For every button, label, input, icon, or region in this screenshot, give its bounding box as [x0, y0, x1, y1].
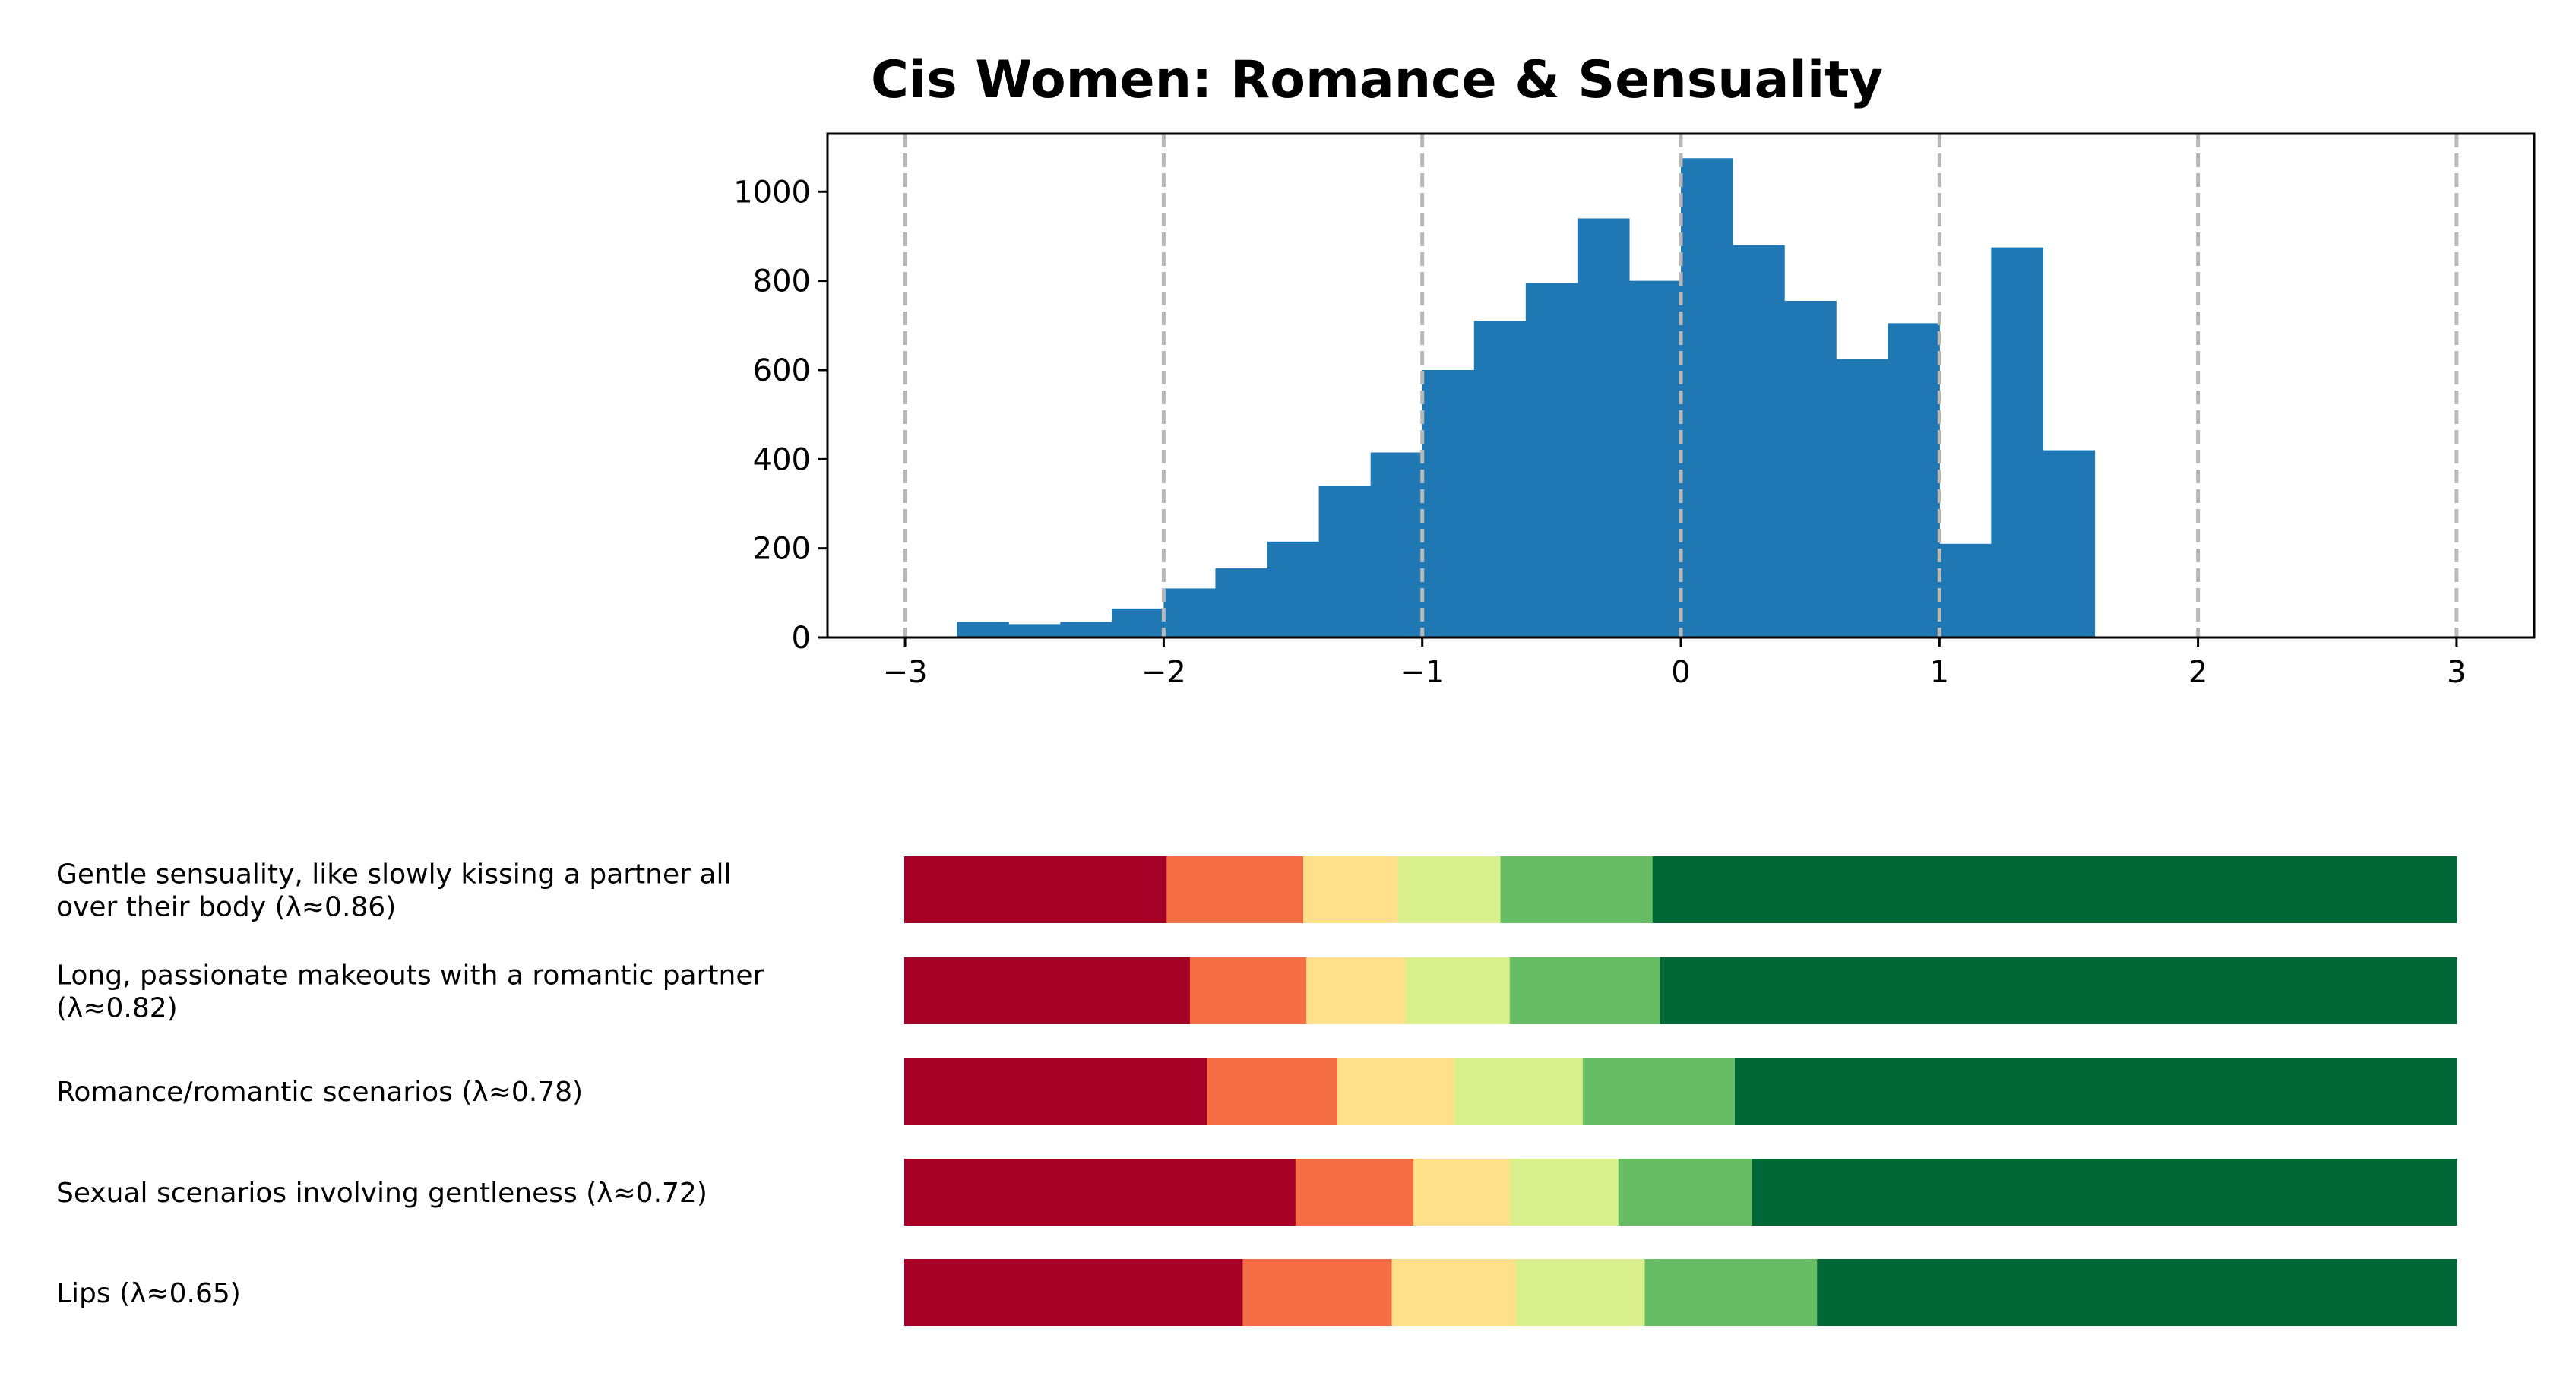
histogram-x-axis: −3 −2 −1 0 1 2 3	[883, 637, 2467, 690]
histogram-bar	[1991, 247, 2044, 637]
stacked-bar-segment	[904, 1259, 1243, 1326]
stacked-bar-segment	[1303, 856, 1399, 923]
histogram-bar	[1473, 321, 1527, 637]
histogram-bar	[957, 622, 1009, 637]
histogram-bar	[1681, 158, 1733, 637]
stacked-bar-segment	[1189, 957, 1307, 1024]
stacked-bar-label: Sexual scenarios involving gentleness (λ…	[56, 1178, 707, 1209]
histogram-bar	[2043, 450, 2096, 637]
histogram-bar	[1060, 622, 1112, 637]
histogram-bar	[1836, 359, 1888, 637]
stacked-bar-segment	[1660, 957, 2457, 1024]
stacked-bar-row	[904, 1259, 2457, 1326]
stacked-bar-label: Long, passionate makeouts with a romanti…	[56, 960, 764, 1024]
histogram-bar	[1784, 301, 1837, 637]
histogram-y-axis: 0 200 400 600 800 1000	[733, 175, 828, 656]
stacked-bar-segment	[1454, 1058, 1584, 1125]
histogram-bar	[1628, 280, 1682, 637]
stacked-bar-segment	[904, 1058, 1207, 1125]
histogram-bar	[1370, 452, 1423, 637]
y-tick-label: 200	[753, 532, 811, 567]
stacked-bar-segment	[1515, 1259, 1646, 1326]
x-tick-label: 1	[1930, 655, 1949, 690]
histogram-bar	[1422, 369, 1475, 637]
y-tick-label: 1000	[733, 175, 811, 210]
histogram-gridlines	[903, 134, 2459, 637]
stacked-bar-segment	[1509, 1159, 1619, 1226]
stacked-bar-segment	[1509, 957, 1661, 1024]
stacked-bar-label: Lips (λ≈0.65)	[56, 1278, 241, 1309]
stacked-bar-row	[904, 856, 2457, 923]
stacked-bar-row	[904, 957, 2457, 1024]
stacked-bar-label: Gentle sensuality, like slowly kissing a…	[56, 859, 731, 923]
histogram-bar	[1939, 543, 1992, 637]
stacked-bar-segment	[1735, 1058, 2457, 1125]
histogram-bar	[1318, 486, 1372, 637]
histogram-bar	[1267, 541, 1320, 637]
stacked-bar-segment	[1391, 1259, 1517, 1326]
stacked-bar-segment	[1306, 957, 1407, 1024]
stacked-bar-segment	[904, 957, 1191, 1024]
stacked-bar-label: Romance/romantic scenarios (λ≈0.78)	[56, 1077, 583, 1108]
stacked-bar-segment	[1413, 1159, 1511, 1226]
histogram-bar	[1733, 245, 1785, 637]
y-tick-label: 600	[753, 353, 811, 388]
stacked-bar-segment	[1500, 856, 1654, 923]
stacked-bar-segment	[1644, 1259, 1818, 1326]
histogram-bar	[1577, 218, 1630, 638]
histogram-bar	[1008, 624, 1061, 637]
stacked-bar-segment	[1817, 1259, 2457, 1326]
stacked-bar-segment	[1242, 1259, 1393, 1326]
stacked-bar-segment	[1337, 1058, 1454, 1125]
stacked-bar-segment	[1582, 1058, 1736, 1125]
y-tick-label: 800	[753, 264, 811, 299]
stacked-bar-row	[904, 1058, 2457, 1125]
histogram-bar	[1888, 323, 1940, 637]
stacked-bar-segment	[1405, 957, 1511, 1024]
stacked-bar-segment	[1752, 1159, 2457, 1226]
x-tick-label: −2	[1141, 655, 1186, 690]
histogram-title: Cis Women: Romance & Sensuality	[871, 50, 1883, 110]
stacked-bar-labels: Gentle sensuality, like slowly kissing a…	[56, 859, 764, 1310]
histogram-bar	[1112, 608, 1164, 637]
stacked-bar-segment	[1207, 1058, 1338, 1125]
stacked-bar-segment	[1618, 1159, 1753, 1226]
stacked-bar-segment	[904, 856, 1167, 923]
x-tick-label: −3	[883, 655, 928, 690]
stacked-bar-segment	[1652, 856, 2457, 923]
stacked-bar-rows	[904, 856, 2457, 1326]
y-tick-label: 0	[792, 621, 811, 656]
histogram-bar	[1215, 568, 1268, 637]
x-tick-label: 2	[2188, 655, 2207, 690]
histogram-bars	[957, 158, 2096, 638]
stacked-bar-segment	[1166, 856, 1304, 923]
stacked-bar-segment	[1295, 1159, 1414, 1226]
x-tick-label: 3	[2447, 655, 2466, 690]
stacked-bar-segment	[904, 1159, 1296, 1226]
x-tick-label: −1	[1400, 655, 1445, 690]
histogram-bar	[1525, 283, 1578, 637]
stacked-bar-segment	[1397, 856, 1502, 923]
histogram-bar	[1163, 588, 1217, 637]
stacked-bar-row	[904, 1159, 2457, 1226]
y-tick-label: 400	[753, 442, 811, 477]
x-tick-label: 0	[1671, 655, 1690, 690]
